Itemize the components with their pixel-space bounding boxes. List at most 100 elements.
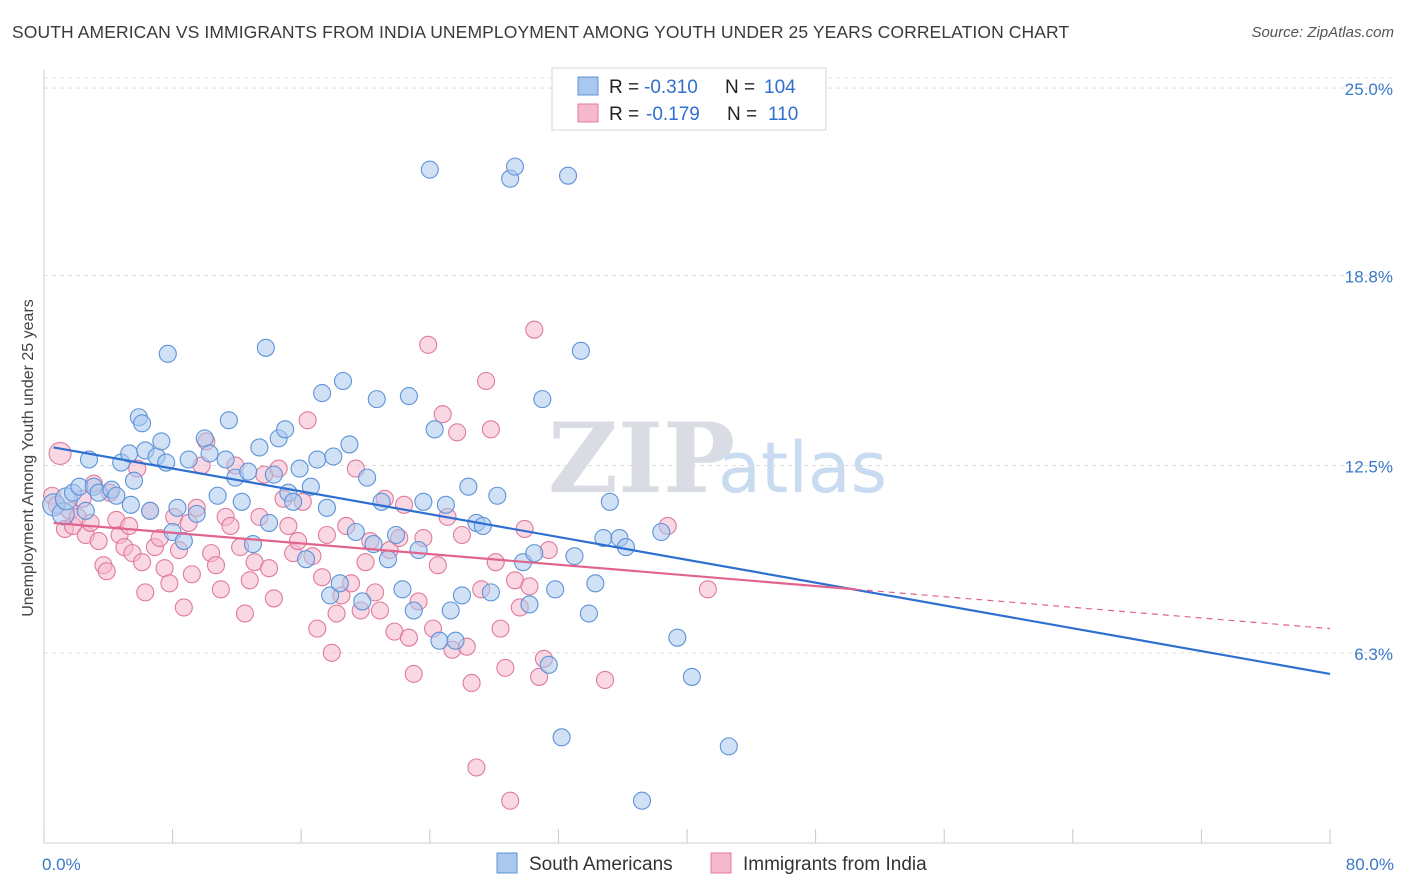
india-point-38 [211, 580, 230, 599]
south-americans-point-99 [632, 791, 652, 810]
bottom-legend-swatch-south-americans [496, 852, 518, 874]
south-americans-point-87 [539, 655, 558, 674]
south-americans-point-13 [121, 495, 140, 514]
south-americans-point-51 [321, 586, 340, 605]
india-point-78 [404, 664, 423, 683]
india-point-40 [221, 516, 240, 535]
series-south-americans-points [42, 157, 738, 810]
y-tick-labels: 25.0% 18.8% 12.5% 6.3% [1345, 80, 1393, 664]
south-americans-point-16 [133, 414, 152, 433]
trend-line-south-americans [53, 446, 1331, 675]
india-point-44 [240, 571, 259, 590]
india-point-43 [235, 604, 254, 623]
trend-line-india-extension [855, 588, 1331, 630]
chart-title: SOUTH AMERICAN VS IMMIGRANTS FROM INDIA … [12, 22, 1070, 42]
india-point-59 [313, 568, 332, 587]
y-tick-label-3: 6.3% [1354, 645, 1393, 664]
india-point-2 [48, 441, 72, 466]
south-americans-point-62 [378, 550, 398, 569]
india-point-103 [525, 320, 544, 339]
legend-n-label-1: N = [725, 77, 755, 98]
x-tick-labels: 0.0% 80.0% [42, 855, 1394, 874]
india-point-18 [120, 516, 139, 535]
south-americans-point-45 [290, 459, 309, 478]
south-americans-point-10 [107, 486, 126, 505]
south-americans-point-72 [436, 495, 455, 514]
south-americans-point-30 [208, 486, 227, 505]
india-point-52 [279, 516, 298, 535]
x-tick-label-0: 0.0% [42, 855, 81, 874]
south-americans-point-63 [386, 525, 406, 545]
south-americans-point-93 [579, 604, 598, 623]
south-americans-point-5 [76, 501, 95, 520]
india-point-93 [477, 371, 496, 391]
south-americans-point-39 [259, 513, 279, 532]
south-americans-point-38 [256, 338, 275, 357]
south-americans-point-53 [330, 574, 349, 593]
south-americans-point-91 [565, 547, 584, 566]
south-americans-point-34 [232, 492, 251, 511]
india-point-107 [595, 670, 615, 689]
india-point-102 [520, 577, 539, 596]
south-americans-point-65 [399, 387, 418, 406]
south-americans-point-70 [425, 420, 444, 439]
south-americans-point-20 [152, 432, 171, 451]
watermark-zip: ZIP [548, 402, 735, 515]
south-americans-point-37 [250, 438, 269, 457]
india-point-87 [448, 423, 467, 442]
south-americans-point-96 [600, 492, 619, 511]
south-americans-point-40 [264, 465, 283, 484]
south-americans-point-55 [340, 435, 359, 454]
source-credit: Source: ZipAtlas.com [1251, 24, 1394, 41]
india-point-88 [452, 525, 472, 545]
south-americans-point-78 [473, 516, 492, 535]
south-americans-point-89 [552, 728, 571, 747]
south-americans-point-28 [195, 429, 214, 448]
south-americans-point-31 [216, 450, 235, 469]
india-point-54 [288, 531, 308, 551]
south-americans-point-92 [571, 341, 590, 360]
india-point-56 [298, 411, 317, 430]
south-americans-point-49 [313, 384, 332, 403]
india-point-49 [264, 589, 283, 608]
south-americans-point-74 [446, 631, 465, 650]
south-americans-point-60 [367, 390, 386, 409]
legend-r-label-1: R = [609, 77, 639, 98]
legend-r-value-1: -0.310 [644, 77, 698, 98]
south-americans-point-90 [558, 166, 578, 185]
south-americans-point-75 [452, 586, 472, 605]
india-point-70 [366, 583, 385, 602]
south-americans-point-32 [219, 411, 238, 430]
south-americans-point-52 [324, 447, 343, 466]
y-tick-label-2: 12.5% [1345, 458, 1393, 477]
legend-n-label-2: N = [727, 104, 757, 125]
watermark-atlas: atlas [718, 427, 887, 509]
y-tick-label-1: 18.8% [1345, 267, 1393, 286]
india-point-32 [182, 565, 201, 584]
south-americans-point-84 [520, 595, 539, 614]
south-americans-point-103 [719, 737, 738, 756]
south-americans-point-57 [353, 592, 372, 611]
india-point-22 [136, 583, 155, 602]
india-point-58 [308, 619, 327, 638]
south-americans-point-80 [488, 486, 507, 505]
bottom-legend-india: Immigrants from India [743, 854, 927, 875]
south-americans-point-48 [308, 450, 327, 469]
south-americans-point-56 [346, 522, 365, 542]
india-point-83 [428, 556, 447, 575]
india-point-81 [419, 335, 438, 354]
india-point-11 [89, 531, 108, 551]
india-point-104 [530, 667, 549, 686]
india-point-77 [399, 628, 418, 647]
south-americans-point-86 [533, 390, 552, 409]
south-americans-point-35 [239, 462, 258, 481]
south-americans-point-54 [333, 371, 353, 391]
south-americans-point-94 [586, 574, 605, 593]
south-americans-point-47 [301, 477, 320, 496]
india-point-96 [491, 619, 510, 638]
legend-n-value-2: 110 [768, 104, 798, 125]
south-americans-point-82 [505, 157, 525, 176]
south-americans-point-64 [393, 580, 412, 599]
south-americans-point-22 [158, 344, 177, 363]
